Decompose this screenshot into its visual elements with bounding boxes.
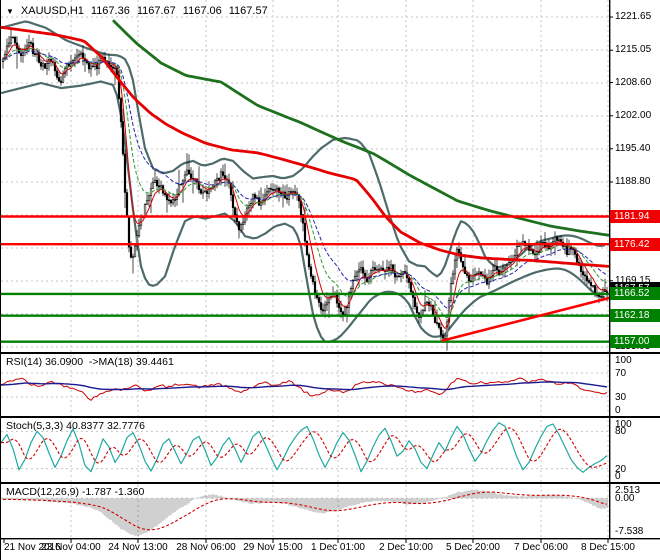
panel-separator — [1, 352, 660, 354]
panel-separator — [1, 482, 660, 484]
rsi-indicator-label[interactable]: RSI(14) 36.0900 ->MA(18) 39.4461 — [6, 356, 174, 368]
ascending-trendline — [441, 295, 614, 342]
quote-open: 1167.36 — [90, 5, 130, 17]
rsi-level-lines — [1, 372, 609, 398]
panel-separator — [1, 416, 660, 418]
chart-title: ▼ XAUUSD,H1 1167.36 1167.67 1167.06 1167… — [6, 5, 268, 17]
quote-high: 1167.67 — [136, 5, 176, 17]
ma-red-thick-line — [1, 25, 610, 268]
price-axis[interactable] — [609, 0, 660, 538]
quote-close: 1167.57 — [228, 5, 268, 17]
stoch-indicator-label[interactable]: Stoch(5,3,3) 40.8377 32.7776 — [6, 420, 145, 432]
time-axis-line — [1, 538, 660, 540]
ma-green-slow-line — [112, 19, 610, 237]
quote-low: 1167.06 — [182, 5, 222, 17]
bollinger-lower-band — [1, 80, 606, 343]
main-plot-area[interactable] — [1, 0, 609, 352]
stoch-k-line — [1, 422, 608, 473]
rsi-ma-line — [1, 381, 608, 391]
time-tick-marks — [3, 539, 609, 543]
price-axis-line — [609, 0, 611, 539]
ma-thin-green-dashed-line — [2, 48, 608, 319]
symbol-period-label: XAUUSD,H1 — [20, 5, 84, 17]
macd-indicator-label[interactable]: MACD(12,26,9) -1.787 -1.360 — [6, 486, 145, 498]
stoch-level-lines — [1, 430, 609, 470]
chart-dropdown-icon[interactable]: ▼ — [6, 6, 14, 16]
macd-signal-line — [2, 491, 608, 531]
time-axis[interactable] — [1, 539, 660, 560]
rsi-line — [1, 377, 608, 401]
stoch-d-line — [1, 427, 608, 468]
